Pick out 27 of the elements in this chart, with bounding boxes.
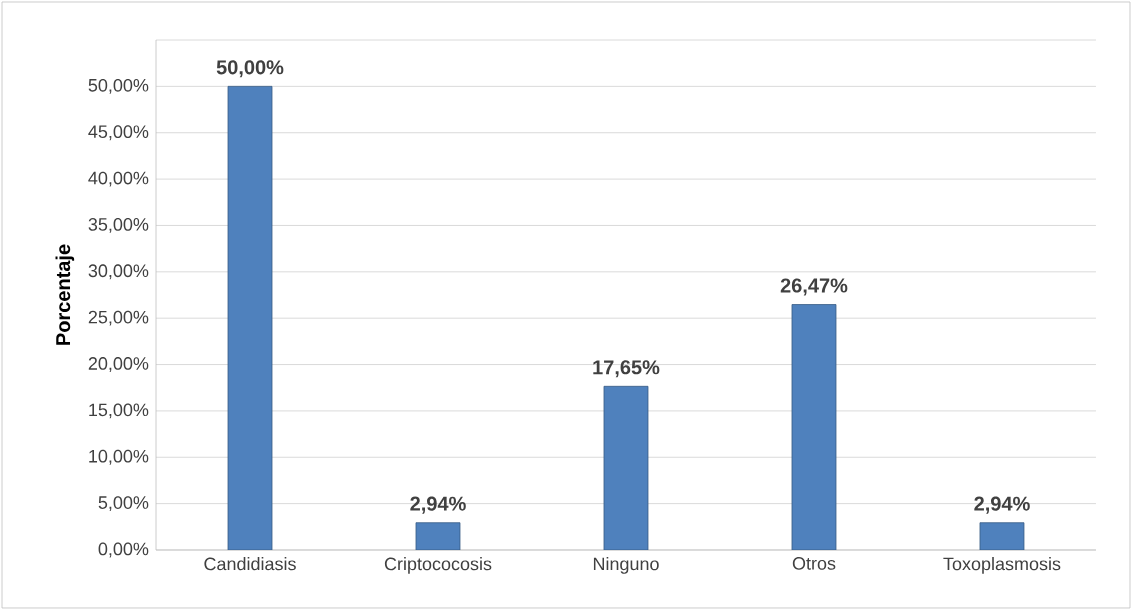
y-tick-label: 25,00% xyxy=(88,310,149,326)
bar xyxy=(415,522,461,550)
x-tick-label: Ninguno xyxy=(593,557,659,574)
bar xyxy=(791,304,837,550)
y-axis-title: Porcentaje xyxy=(55,244,75,345)
y-tick-label: 50,00% xyxy=(88,78,149,94)
data-label: 26,47% xyxy=(780,278,848,296)
y-tick-label: 40,00% xyxy=(88,171,149,187)
bar xyxy=(603,385,649,550)
bar xyxy=(979,522,1025,550)
y-tick-label: 0,00% xyxy=(98,542,149,558)
y-tick-label: 35,00% xyxy=(88,218,149,233)
y-tick-label: 45,00% xyxy=(88,125,149,141)
data-label: 17,65% xyxy=(593,360,660,378)
data-label: 2,94% xyxy=(974,496,1030,514)
data-label: 50,00% xyxy=(216,60,284,78)
x-tick-label: Otros xyxy=(792,557,836,570)
bar xyxy=(227,85,273,550)
x-tick-label: Criptococosis xyxy=(384,557,492,574)
y-tick-label: 15,00% xyxy=(89,403,149,419)
x-tick-label: Toxoplasmosis xyxy=(943,557,1061,574)
data-label: 2,94% xyxy=(410,496,466,514)
x-tick-label: Candidiasis xyxy=(204,557,296,571)
y-tick-label: 30,00% xyxy=(88,264,149,280)
y-tick-label: 10,00% xyxy=(89,449,149,465)
y-tick-label: 20,00% xyxy=(88,357,149,372)
y-tick-label: 5,00% xyxy=(98,496,149,512)
